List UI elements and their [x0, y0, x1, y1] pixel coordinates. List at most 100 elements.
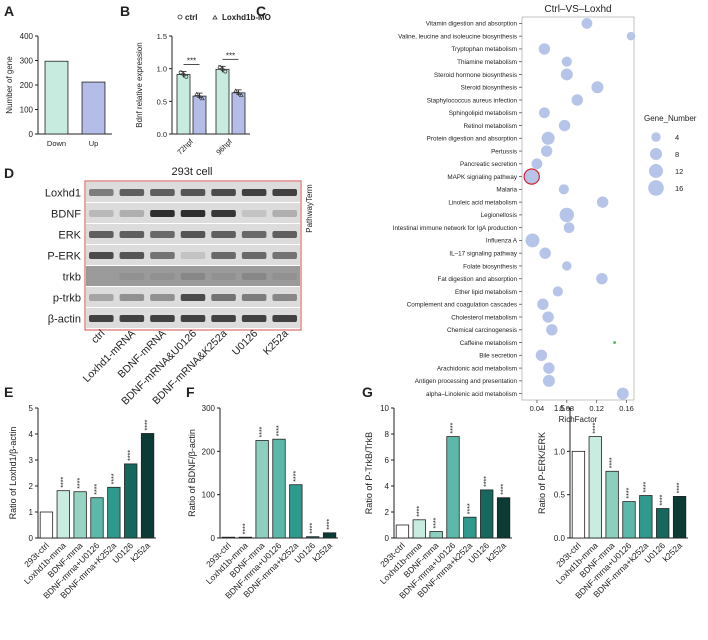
- significance-label: ****: [467, 503, 474, 514]
- blot-band: [180, 315, 206, 322]
- y-tick-label: 100: [20, 106, 34, 115]
- dot-point: [561, 56, 572, 67]
- bar: [322, 532, 337, 539]
- dot-point: [591, 81, 604, 94]
- blot-band: [89, 210, 114, 217]
- dot-point: [626, 31, 636, 41]
- blot-title: 293t cell: [172, 166, 213, 178]
- bar: [215, 68, 230, 135]
- dot-point: [540, 145, 553, 157]
- legend-marker-mo: [212, 14, 218, 20]
- blot-band: [180, 294, 206, 301]
- bar: [44, 60, 69, 135]
- dot-point: [581, 17, 593, 29]
- dot-point: [559, 207, 574, 223]
- y-tick-label: 2: [385, 508, 390, 517]
- pathway-term-label: Malaria: [496, 187, 517, 194]
- x-tick-label: 0.16: [619, 404, 634, 413]
- pathway-term-label: alpha–Linolenic acid metabolism: [426, 391, 517, 398]
- data-point: [184, 74, 189, 79]
- bar: [140, 433, 155, 539]
- blot-band: [272, 294, 297, 301]
- significance-label: ****: [60, 477, 67, 488]
- panel-letter-a: A: [4, 3, 14, 19]
- blot-band: [272, 252, 297, 259]
- y-tick-label: 1.0: [157, 65, 167, 74]
- significance-label: ****: [450, 422, 457, 433]
- y-tick-label: 0.5: [157, 97, 167, 106]
- pathway-term-label: Bile secretion: [479, 353, 517, 360]
- y-tick-label: 5: [29, 404, 34, 413]
- pathway-term-label: Antigen processing and presentation: [415, 378, 518, 385]
- dot-point: [596, 196, 609, 208]
- blot-lane-label: U0126: [230, 328, 260, 358]
- blot-band: [272, 189, 297, 196]
- data-point: [238, 92, 244, 97]
- chart-title: Ctrl–VS–Loxhd: [544, 4, 611, 15]
- blot-band: [89, 273, 114, 280]
- data-point: [199, 96, 205, 101]
- y-tick-label: 1: [29, 508, 34, 517]
- y-tick-label: 0.5: [554, 491, 566, 500]
- blot-row-label: trkb: [63, 272, 81, 284]
- pathway-term-label: Caffeine metabolism: [460, 340, 517, 347]
- x-tick-label: k252a: [129, 540, 153, 564]
- dot-point: [571, 94, 583, 106]
- significance-label: ****: [609, 457, 616, 468]
- blot-row-label: P-ERK: [47, 251, 81, 263]
- legend-dot: [650, 148, 662, 160]
- legend-dot: [651, 132, 661, 142]
- dot-point: [539, 247, 551, 259]
- dot-point: [560, 68, 573, 81]
- y-tick-label: 300: [202, 404, 216, 413]
- data-point: [220, 67, 225, 72]
- bar: [73, 491, 87, 539]
- blot-band: [211, 294, 236, 301]
- legend-dot: [649, 164, 663, 178]
- legend-label: 12: [675, 167, 683, 176]
- legend-label-mo: Loxhd1b-MO: [222, 13, 271, 22]
- blot-band: [89, 294, 114, 301]
- data-point: [217, 65, 222, 70]
- dot-point: [542, 311, 554, 323]
- y-tick-label: 0: [211, 534, 216, 543]
- legend-label-ctrl: ctrl: [185, 13, 197, 22]
- data-point: [194, 91, 200, 96]
- panel-letter-b: B: [120, 3, 130, 19]
- significance-label: ***: [187, 57, 196, 66]
- y-tick-label: 6: [385, 456, 390, 465]
- significance-label: ****: [660, 494, 667, 505]
- y-tick-label: 2: [29, 482, 34, 491]
- y-tick-label: 1.5: [157, 32, 167, 41]
- dot-point: [531, 158, 543, 170]
- blot-band: [272, 210, 297, 217]
- dot-point: [596, 273, 608, 285]
- y-tick-label: 8: [385, 430, 390, 439]
- blot-lane-label: K252a: [261, 328, 291, 358]
- significance-label: ****: [293, 471, 300, 482]
- pathway-term-label: Vitamin digestion and absorption: [426, 21, 518, 28]
- blot-band: [119, 315, 145, 322]
- bar: [231, 92, 246, 135]
- y-tick-label: 300: [20, 57, 34, 66]
- bar: [176, 74, 191, 135]
- pathway-term-label: IL–17 signaling pathway: [449, 250, 517, 257]
- panel-letter-c: C: [256, 3, 266, 19]
- pathway-term-label: Influenza A: [486, 238, 518, 245]
- significance-label: ****: [484, 476, 491, 487]
- pathway-term-label: Staphylococcus aureus infection: [427, 97, 518, 104]
- data-point: [178, 70, 183, 75]
- significance-label: ****: [276, 425, 283, 436]
- x-tick-label: Down: [47, 139, 66, 148]
- blot-band: [272, 273, 297, 280]
- bar: [39, 511, 54, 539]
- significance-label: ****: [111, 473, 118, 484]
- pathway-term-label: Fat digestion and absorption: [438, 276, 518, 283]
- pathway-term-label: Ether lipid metabolism: [455, 289, 517, 296]
- pathway-term-label: Pertussis: [491, 148, 517, 155]
- dot-point: [537, 298, 549, 310]
- panel-letter-e: E: [4, 384, 13, 400]
- bar: [56, 490, 70, 539]
